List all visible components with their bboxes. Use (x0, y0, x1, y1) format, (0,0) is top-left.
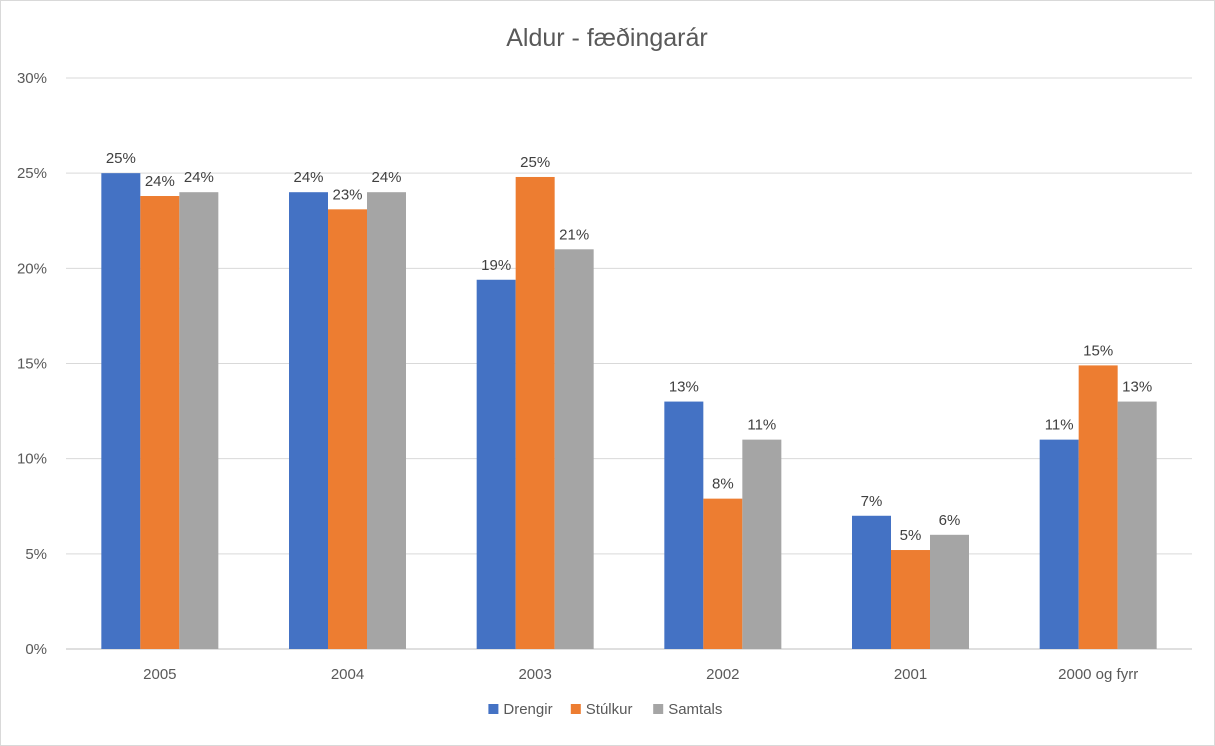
bar-samtals (742, 439, 782, 649)
bar-stúlkur (515, 176, 555, 649)
legend-label: Stúlkur (586, 701, 633, 718)
bar-stúlkur (328, 209, 367, 649)
bar-stúlkur (1078, 365, 1118, 649)
bar-drengir (101, 173, 141, 649)
data-label: 5% (900, 527, 922, 544)
bar-drengir (852, 515, 891, 649)
bar-samtals (367, 192, 406, 649)
bar-drengir (476, 279, 516, 649)
y-axis-ticks: 0% 5% 10% 15% 20% 25% 30% (17, 70, 47, 658)
data-label: 13% (669, 379, 699, 396)
x-tick-label: 2000 og fyrr (1058, 666, 1138, 683)
data-label: 13% (1122, 379, 1152, 396)
y-tick-label: 20% (17, 260, 47, 277)
data-label: 24% (184, 169, 214, 186)
x-tick-label: 2002 (706, 666, 739, 683)
data-label: 24% (293, 169, 323, 186)
data-label: 25% (520, 154, 550, 171)
data-label: 24% (371, 169, 401, 186)
bar-samtals (930, 534, 969, 649)
data-label: 11% (747, 417, 776, 434)
gridlines (66, 77, 1192, 650)
data-label: 25% (106, 150, 136, 167)
legend-swatch (653, 704, 664, 714)
legend: Drengir Stúlkur Samtals (488, 701, 722, 718)
bar-drengir (664, 401, 704, 649)
legend-swatch (488, 704, 499, 714)
bar-samtals (1117, 401, 1157, 649)
x-tick-label: 2004 (331, 666, 364, 683)
bar-drengir (289, 192, 328, 649)
data-label: 6% (939, 512, 961, 529)
data-label: 11% (1045, 417, 1074, 434)
y-tick-label: 30% (17, 70, 47, 87)
data-label: 15% (1083, 342, 1113, 359)
data-label: 24% (145, 173, 175, 190)
legend-swatch (570, 704, 581, 714)
y-tick-label: 5% (25, 546, 47, 563)
x-tick-label: 2005 (143, 666, 176, 683)
bar-stúlkur (140, 196, 180, 650)
y-tick-label: 0% (25, 641, 47, 658)
x-tick-label: 2003 (518, 666, 551, 683)
x-axis-ticks: 2005 2004 2003 2002 2001 2000 og fyrr (143, 666, 1138, 683)
y-tick-label: 10% (17, 451, 47, 468)
data-labels: 25% 24% 24% 24% 23% 24% 19% 25% 21% 13% 8% 11% 7% 5% 6… (106, 150, 1152, 544)
bar-drengir (1039, 439, 1079, 649)
data-label: 8% (712, 476, 734, 493)
bar-stúlkur (891, 550, 930, 649)
x-tick-label: 2001 (894, 666, 927, 683)
bar-samtals (179, 192, 219, 649)
chart-title: Aldur - fæðingarár (506, 24, 707, 52)
bar-stúlkur (703, 498, 743, 649)
bar-samtals (554, 249, 594, 650)
y-tick-label: 15% (17, 356, 47, 373)
data-label: 21% (559, 226, 589, 243)
data-label: 19% (481, 257, 511, 274)
legend-label: Samtals (668, 701, 722, 718)
data-label: 7% (861, 493, 883, 510)
data-label: 23% (332, 186, 362, 203)
y-tick-label: 25% (17, 165, 47, 182)
bars (101, 173, 1157, 650)
legend-label: Drengir (503, 701, 552, 718)
